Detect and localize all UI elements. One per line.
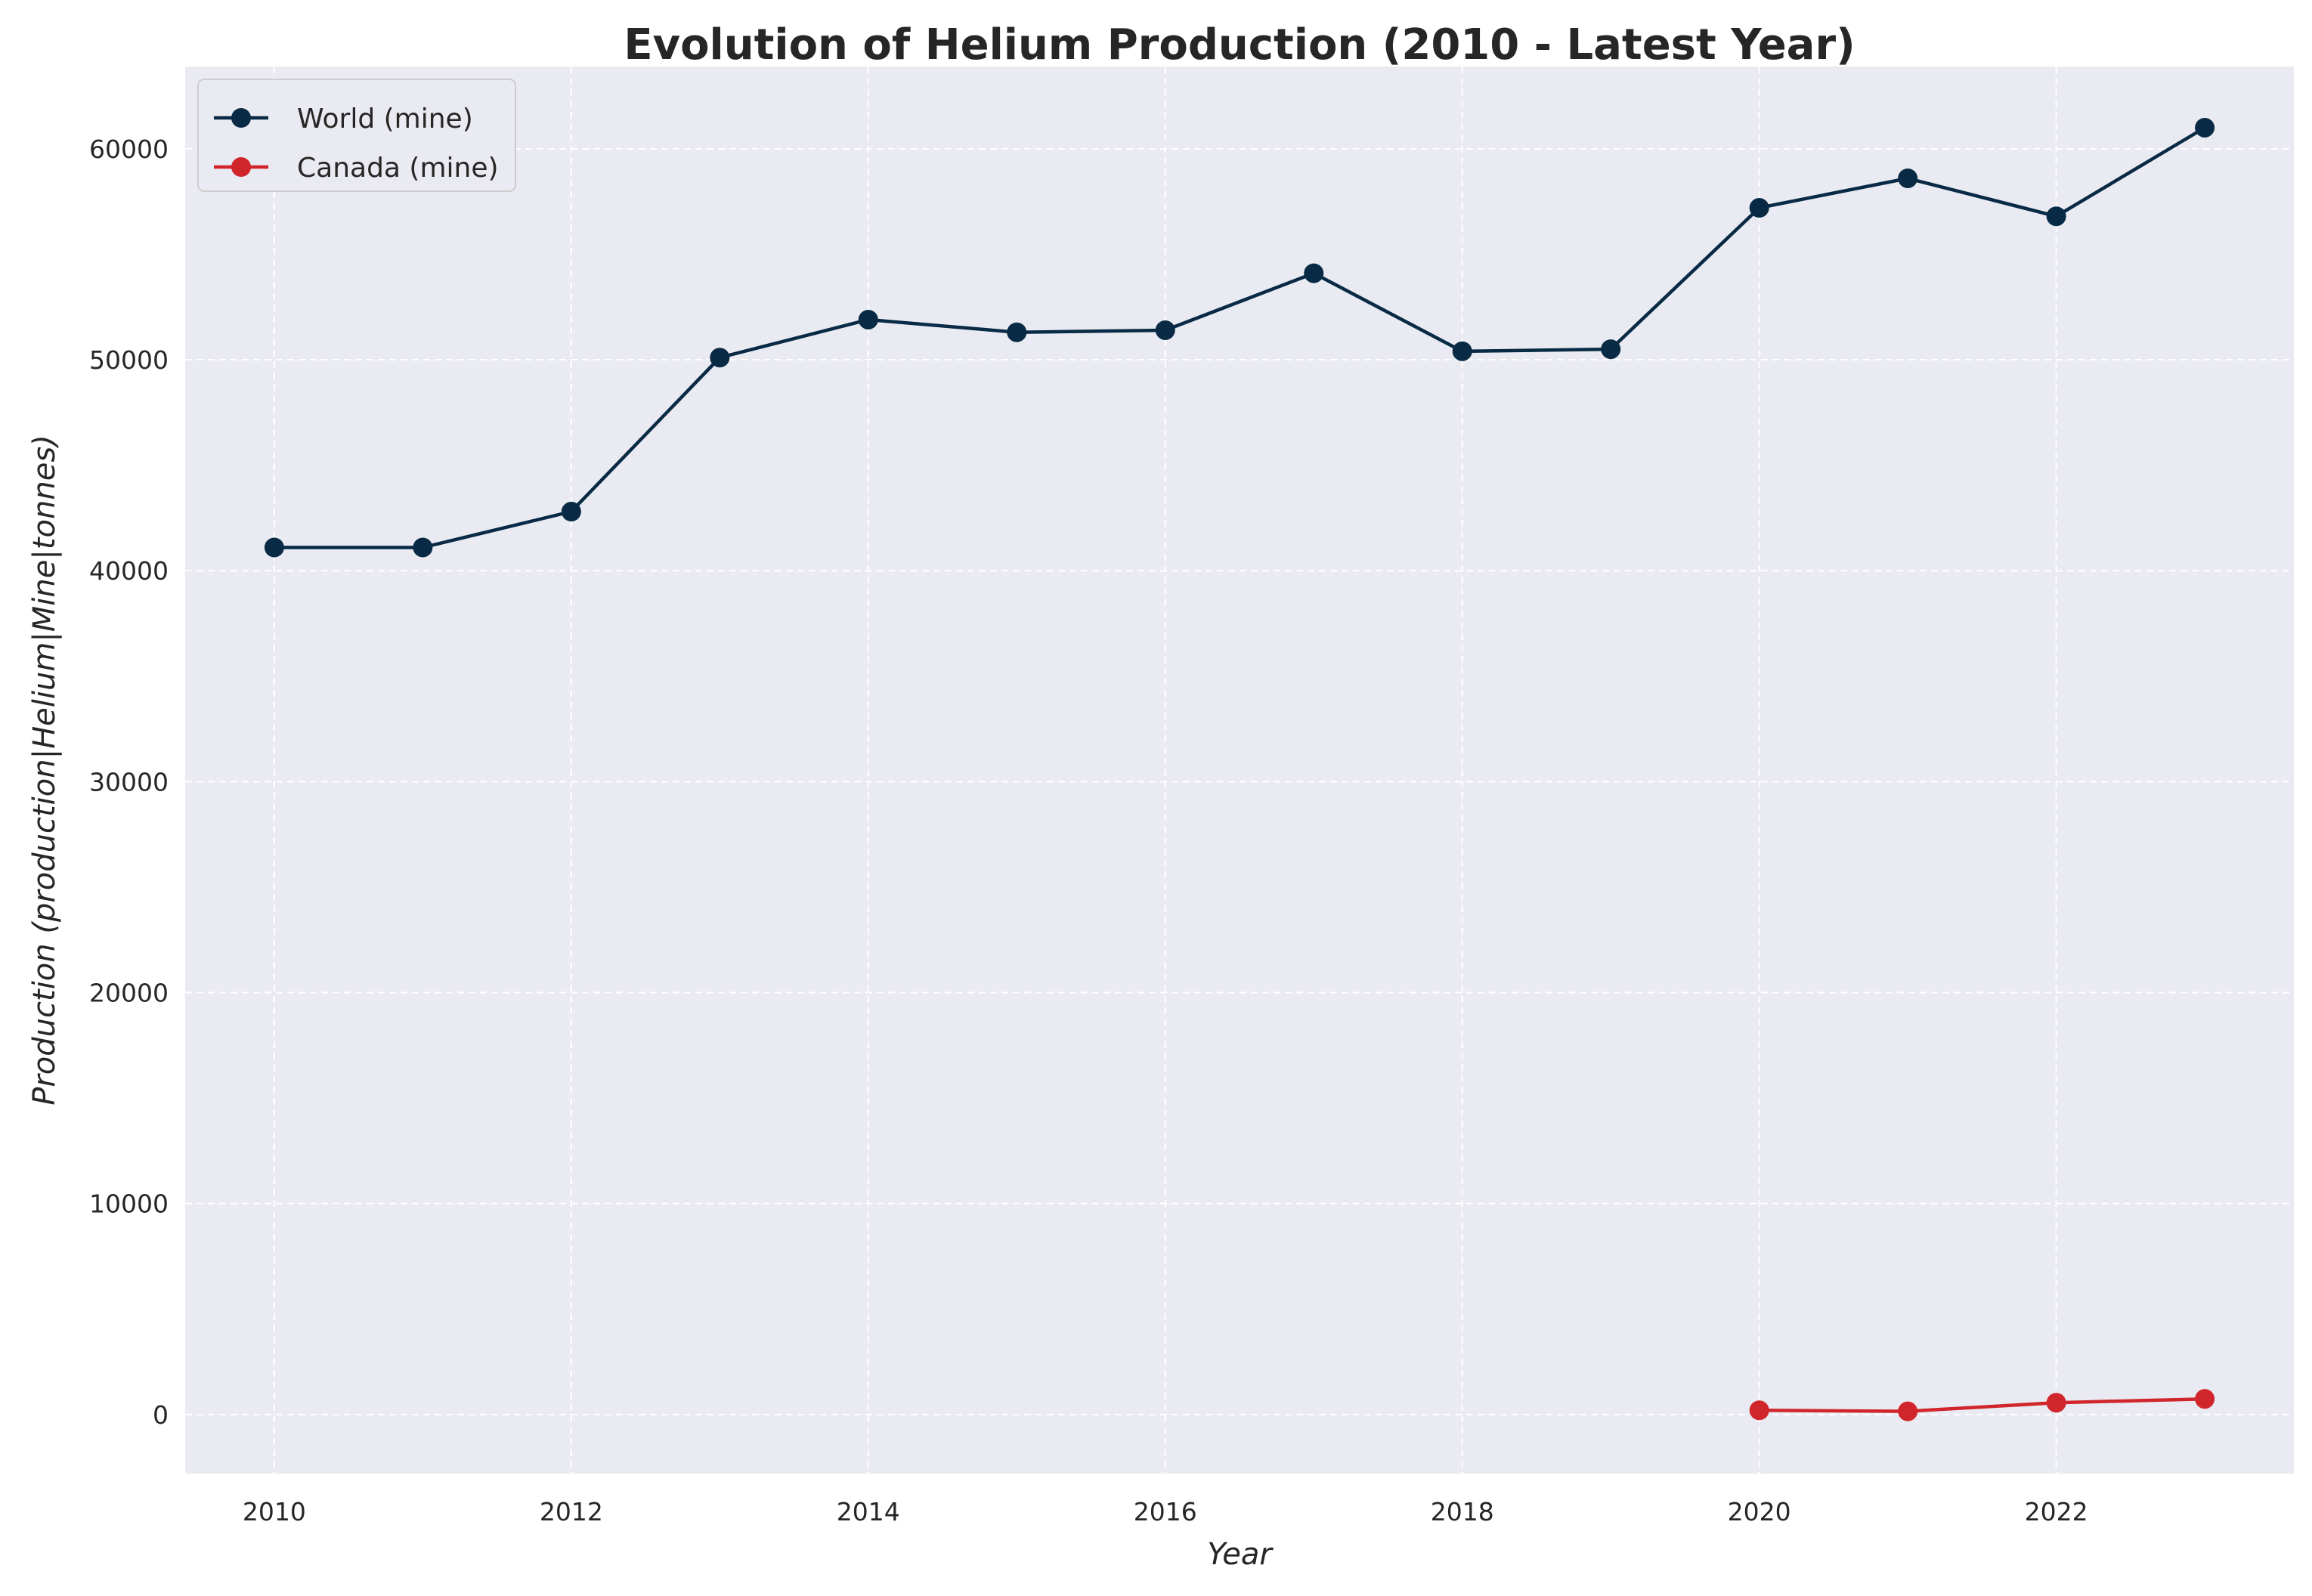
data-point-world-mine [2046, 206, 2066, 227]
legend-label-world: World (mine) [297, 104, 473, 135]
x-tick-label: 2022 [2025, 1497, 2088, 1526]
x-tick-label: 2014 [837, 1497, 900, 1526]
series-layer [264, 117, 2215, 1421]
data-point-canada-mine [2195, 1389, 2215, 1409]
y-tick-label: 30000 [89, 767, 169, 796]
series-line-canada-mine [1759, 1396, 2205, 1413]
data-point-world-mine [1898, 168, 1918, 188]
y-tick-label: 10000 [89, 1189, 169, 1219]
data-point-world-mine [1155, 320, 1175, 340]
data-point-world-mine [1452, 341, 1472, 361]
data-point-world-mine [1749, 198, 1769, 218]
plot-area [185, 66, 2294, 1474]
legend-marker-world [231, 108, 251, 128]
data-point-world-mine [1601, 339, 1621, 360]
data-point-world-mine [1304, 263, 1324, 283]
data-point-world-mine [413, 537, 433, 558]
tick-labels: 2010 2012 2014 2016 2018 2020 2022 0 10000 20000 3… [89, 135, 2088, 1526]
y-tick-label: 40000 [89, 556, 169, 586]
y-tick-label: 60000 [89, 135, 169, 164]
y-tick-label: 20000 [89, 979, 169, 1008]
data-point-world-mine [561, 502, 581, 522]
legend-box [197, 79, 516, 192]
x-tick-label: 2020 [1728, 1497, 1791, 1526]
y-tick-label: 50000 [89, 345, 169, 375]
legend-marker-canada [231, 157, 251, 177]
data-point-canada-mine [1898, 1401, 1918, 1421]
x-tick-label: 2018 [1431, 1497, 1494, 1526]
data-point-world-mine [858, 309, 878, 329]
data-point-world-mine [2195, 117, 2215, 138]
grid [185, 66, 2294, 1474]
legend-label-canada: Canada (mine) [297, 153, 499, 184]
data-point-world-mine [264, 537, 284, 558]
x-tick-label: 2016 [1134, 1497, 1197, 1526]
data-point-canada-mine [2046, 1393, 2066, 1413]
chart-title: Evolution of Helium Production (2010 - L… [624, 20, 1855, 70]
data-point-world-mine [1007, 322, 1027, 342]
x-tick-label: 2010 [243, 1497, 306, 1526]
x-axis-label: Year [1207, 1537, 1274, 1572]
y-axis-label: Production (production|Helium|Mine|tonne… [27, 435, 62, 1106]
data-point-canada-mine [1749, 1400, 1769, 1421]
y-tick-label: 0 [153, 1400, 169, 1430]
series-line-world-mine [274, 126, 2206, 549]
legend: World (mine) Canada (mine) [197, 79, 516, 192]
x-tick-label: 2012 [540, 1497, 603, 1526]
data-point-world-mine [710, 348, 730, 368]
